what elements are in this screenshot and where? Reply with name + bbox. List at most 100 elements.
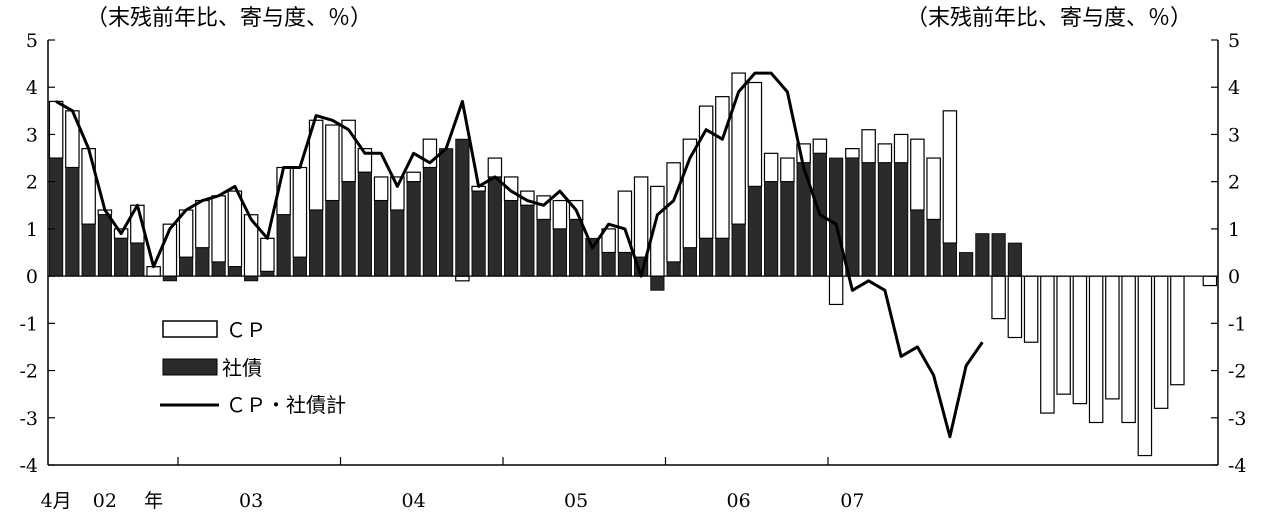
bond-bar (715, 237, 730, 277)
left-tick-label: -3 (19, 408, 38, 430)
bond-bar (699, 237, 714, 277)
cp-bar (1056, 275, 1071, 395)
cp-bar (1072, 275, 1088, 405)
bond-bar (65, 167, 80, 277)
cp-bar (260, 237, 275, 272)
bond-bar (764, 181, 779, 277)
bond-bar (520, 204, 535, 277)
cp-bar (48, 100, 64, 159)
cp-bar (877, 143, 893, 164)
right-tick-label: 4 (1228, 77, 1240, 99)
bond-bar (845, 157, 860, 277)
bond-bar (731, 223, 746, 277)
cp-bar (1040, 275, 1055, 414)
bond-bar (292, 256, 307, 277)
bond-bar (179, 256, 194, 277)
cp-bar (666, 162, 681, 263)
bond-bar (276, 214, 291, 277)
bond-bar (910, 209, 925, 277)
bond-bar (747, 185, 762, 277)
cp-bar (828, 275, 844, 306)
bond-bar (195, 247, 210, 277)
cp-bar (1007, 275, 1023, 339)
cp-bar (1153, 275, 1169, 409)
left-tick-label: 5 (26, 30, 38, 52)
cp-bar (780, 157, 795, 183)
bond-bar (504, 200, 519, 277)
cp-bar (763, 152, 779, 183)
bond-bar (682, 247, 697, 277)
x-tick-label: 07 (840, 490, 864, 512)
bond-bar (130, 242, 145, 277)
bond-bar (227, 266, 242, 277)
bond-bar (926, 219, 941, 277)
bond-bar (877, 162, 892, 277)
bond-bar (650, 275, 665, 291)
bond-bar (569, 219, 584, 277)
cp-bar (910, 138, 925, 211)
x-tick-label: 03 (239, 490, 263, 512)
bond-bar (244, 275, 259, 282)
bond-bar (374, 200, 389, 277)
bond-bar (97, 214, 112, 277)
legend-cp-swatch (162, 320, 218, 338)
bond-bar (81, 223, 96, 277)
cp-bar (455, 275, 470, 282)
legend-bond-swatch (162, 358, 218, 376)
bond-bar (162, 275, 177, 282)
cp-bar (373, 176, 389, 202)
left-tick-label: -4 (19, 455, 38, 477)
bond-bar (959, 252, 974, 277)
cp-bar (633, 176, 649, 258)
bond-bar (861, 162, 876, 277)
bond-bar (260, 270, 275, 277)
bond-bar (666, 261, 681, 277)
legend-bond-label: 社債 (222, 356, 262, 380)
cp-bar (747, 81, 763, 187)
right-tick-label: -4 (1228, 455, 1247, 477)
cp-bar (81, 148, 96, 225)
bond-bar (325, 200, 340, 277)
cp-bar (292, 166, 308, 258)
cp-bar (845, 148, 860, 159)
bond-bar (455, 138, 470, 277)
right-tick-label: -1 (1228, 313, 1247, 335)
x-tick-label: 02 (93, 490, 117, 512)
bond-bar (114, 237, 129, 277)
total-line (55, 71, 984, 439)
bond-bar (341, 181, 356, 277)
cp-bar (926, 157, 941, 221)
bond-bar (439, 148, 454, 277)
right-tick-label: 5 (1228, 30, 1240, 52)
cp-bar (211, 195, 226, 263)
left-tick-label: -1 (19, 313, 38, 335)
cp-bar (812, 138, 828, 154)
cp-bar (1137, 275, 1153, 457)
bond-bar (780, 181, 795, 277)
cp-bar (942, 110, 958, 244)
right-tick-label: 1 (1228, 219, 1240, 241)
bond-bars (49, 138, 1022, 291)
cp-bar (195, 199, 210, 249)
left-tick-label: -2 (19, 361, 38, 383)
cp-bar (487, 157, 503, 178)
legend: ＣＰ 社債 ＣＰ・社債計 (160, 318, 346, 417)
left-tick-label: 2 (26, 172, 38, 194)
bond-bar (471, 190, 486, 277)
bond-bar (406, 181, 421, 277)
x-tick-label: 4月 (41, 490, 72, 512)
bond-bar (894, 162, 909, 277)
cp-bar (1170, 275, 1185, 386)
left-tick-label: 0 (26, 266, 38, 288)
legend-total-label: ＣＰ・社債計 (226, 393, 346, 417)
bond-bar (829, 157, 844, 277)
cp-bar (390, 176, 405, 211)
right-tick-label: 0 (1228, 266, 1240, 288)
x-tick-label: 年 (144, 490, 163, 512)
right-tick-label: 2 (1228, 172, 1240, 194)
left-unit-label: （末残前年比、寄与度、％） (86, 6, 372, 31)
bond-bar (390, 209, 405, 277)
total-line-series (55, 71, 984, 439)
bond-bar (309, 209, 324, 277)
bond-bar (49, 157, 64, 277)
